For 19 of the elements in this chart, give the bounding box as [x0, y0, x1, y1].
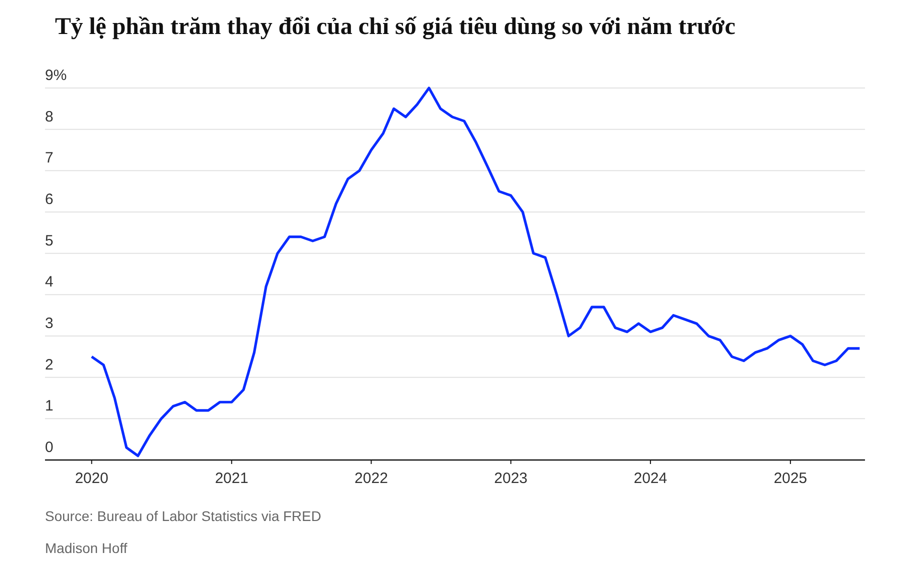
y-tick-label: 7 — [45, 150, 54, 167]
y-tick-label: 4 — [45, 274, 54, 291]
y-tick-label: 5 — [45, 232, 54, 250]
y-tick-label: 8 — [45, 108, 54, 126]
x-tick-label: 2021 — [214, 470, 248, 487]
x-tick-label: 2024 — [634, 470, 668, 487]
y-tick-label: 9% — [45, 67, 67, 84]
y-tick-label: 1 — [45, 398, 54, 415]
text: Madison Hoff — [45, 540, 128, 556]
y-tick-label: 3 — [45, 315, 54, 332]
y-tick-label: 6 — [45, 191, 54, 208]
x-tick-label: 2023 — [494, 470, 528, 487]
x-tick-label: 2025 — [774, 470, 808, 487]
x-tick-label: 2020 — [74, 470, 108, 487]
y-tick-label: 0 — [45, 439, 54, 456]
source-note: Source: Bureau of Labor Statistics via FRED — [45, 508, 322, 524]
chart-title: Tỷ lệ phần trăm thay đổi của chỉ số giá tiêu dùng so với năm trước — [55, 14, 736, 40]
y-tick-label: 2 — [45, 356, 54, 374]
x-tick-label: 2022 — [354, 470, 388, 487]
